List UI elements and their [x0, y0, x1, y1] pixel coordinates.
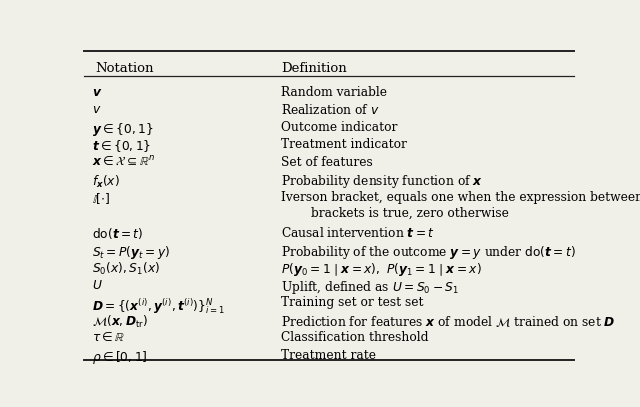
Text: $\mathcal{M}(\boldsymbol{x}, \boldsymbol{D}_{\mathrm{tr}})$: $\mathcal{M}(\boldsymbol{x}, \boldsymbol…: [92, 314, 149, 330]
Text: $\mathrm{do}(\boldsymbol{t} = t)$: $\mathrm{do}(\boldsymbol{t} = t)$: [92, 226, 144, 241]
Text: $v$: $v$: [92, 103, 102, 116]
Text: $f_{\boldsymbol{x}}(x)$: $f_{\boldsymbol{x}}(x)$: [92, 173, 120, 190]
Text: Training set or test set: Training set or test set: [281, 296, 424, 309]
Text: $\boldsymbol{x} \in \mathcal{X} \subseteq \mathbb{R}^n$: $\boldsymbol{x} \in \mathcal{X} \subsete…: [92, 156, 156, 169]
Text: Treatment rate: Treatment rate: [281, 349, 376, 362]
Text: $\boldsymbol{v}$: $\boldsymbol{v}$: [92, 86, 102, 98]
Text: Uplift, defined as $U = S_0 - S_1$: Uplift, defined as $U = S_0 - S_1$: [281, 279, 459, 296]
Text: Set of features: Set of features: [281, 156, 372, 169]
Text: $\boldsymbol{D} = \{(\boldsymbol{x}^{(i)}, \boldsymbol{y}^{(i)}, \boldsymbol{t}^: $\boldsymbol{D} = \{(\boldsymbol{x}^{(i)…: [92, 296, 225, 316]
Text: Causal intervention $\boldsymbol{t} = t$: Causal intervention $\boldsymbol{t} = t$: [281, 226, 435, 240]
Text: $\mathbb{I}[\cdot]$: $\mathbb{I}[\cdot]$: [92, 191, 111, 206]
Text: $\boldsymbol{y} \in \{0,1\}$: $\boldsymbol{y} \in \{0,1\}$: [92, 121, 154, 138]
Text: Random variable: Random variable: [281, 86, 387, 98]
Text: $\boldsymbol{t} \in \{0,1\}$: $\boldsymbol{t} \in \{0,1\}$: [92, 138, 152, 154]
Text: Probability of the outcome $\boldsymbol{y} = y$ under $\mathrm{do}(\boldsymbol{t: Probability of the outcome $\boldsymbol{…: [281, 244, 576, 260]
Text: Realization of $v$: Realization of $v$: [281, 103, 380, 117]
Text: $\rho \in [0,1]$: $\rho \in [0,1]$: [92, 349, 148, 366]
Text: Iverson bracket, equals one when the expression between: Iverson bracket, equals one when the exp…: [281, 191, 640, 204]
Text: Definition: Definition: [281, 62, 347, 75]
Text: $S_0(x), S_1(x)$: $S_0(x), S_1(x)$: [92, 261, 161, 277]
Text: $\tau \in \mathbb{R}$: $\tau \in \mathbb{R}$: [92, 331, 125, 344]
Text: Probability density function of $\boldsymbol{x}$: Probability density function of $\boldsy…: [281, 173, 483, 190]
Text: $P(\boldsymbol{y}_0 = 1 \mid \boldsymbol{x} = x),\ P(\boldsymbol{y}_1 = 1 \mid \: $P(\boldsymbol{y}_0 = 1 \mid \boldsymbol…: [281, 261, 481, 278]
Text: Classification threshold: Classification threshold: [281, 331, 428, 344]
Text: Outcome indicator: Outcome indicator: [281, 121, 397, 134]
Text: $U$: $U$: [92, 279, 103, 292]
Text: brackets is true, zero otherwise: brackets is true, zero otherwise: [310, 207, 509, 220]
Text: $S_t = P(\boldsymbol{y}_t = y)$: $S_t = P(\boldsymbol{y}_t = y)$: [92, 244, 171, 260]
Text: Prediction for features $\boldsymbol{x}$ of model $\mathcal{M}$ trained on set $: Prediction for features $\boldsymbol{x}$…: [281, 314, 616, 329]
Text: Treatment indicator: Treatment indicator: [281, 138, 407, 151]
Text: Notation: Notation: [95, 62, 154, 75]
